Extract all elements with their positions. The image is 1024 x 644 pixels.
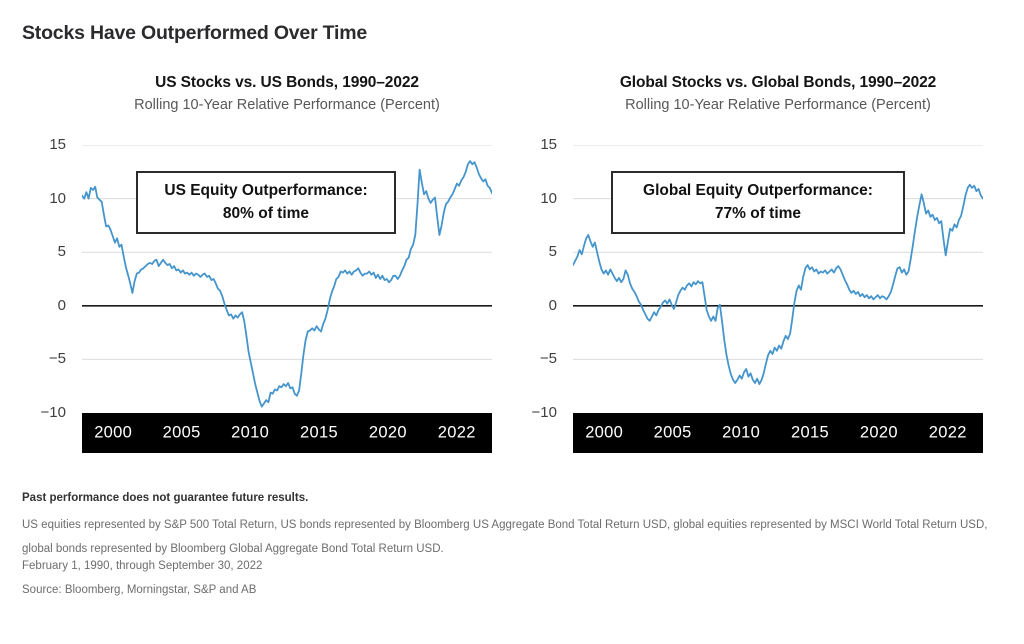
chart-subtitle: Rolling 10-Year Relative Performance (Pe… [625,97,931,113]
footnote-source: Source: Bloomberg, Morningstar, S&P and … [22,584,257,596]
x-axis-tick-label: 2015 [300,423,338,442]
chart-global-stocks-vs-bonds: Global Stocks vs. Global Bonds, 1990–202… [513,70,983,455]
x-axis-tick-label: 2010 [231,423,270,442]
y-axis-tick-label: 10 [49,189,66,207]
x-axis-tick-label: 2022 [928,423,967,442]
chart-canvas [82,145,492,408]
annotation-box: Global Equity Outperformance: 77% of tim… [611,171,905,234]
footnote-period: February 1, 1990, through September 30, … [22,560,263,572]
chart-title: Global Stocks vs. Global Bonds, 1990–202… [619,74,937,91]
annotation-box: US Equity Outperformance: 80% of time [136,171,396,234]
x-axis-band: 2000 2005 2010 2015 2020 2022 [82,413,492,453]
chart-subtitle: Rolling 10-Year Relative Performance (Pe… [134,97,440,113]
y-axis-tick-label: −10 [40,404,66,421]
annotation-line2: 80% of time [222,205,310,222]
annotation-line1: US Equity Outperformance: [164,182,368,199]
y-axis-labels: 15 10 5 0 −5 −10 [513,136,563,421]
y-axis-tick-label: 0 [57,296,66,314]
performance-line [573,183,983,386]
x-axis-tick-label: 2010 [722,423,761,442]
x-axis-band: 2000 2005 2010 2015 2020 2022 [573,413,983,453]
y-axis-tick-label: 5 [57,243,66,261]
y-axis-tick-label: 15 [49,136,66,153]
x-axis-tick-label: 2020 [859,423,898,442]
chart-us-stocks-vs-bonds: US Stocks vs. US Bonds, 1990–2022 Rollin… [22,70,492,455]
y-axis-tick-label: −5 [539,350,557,368]
plot-area: US Equity Outperformance: 80% of time [82,145,492,413]
plot-area: Global Equity Outperformance: 77% of tim… [573,145,983,413]
annotation-line1: Global Equity Outperformance: [643,182,873,199]
y-axis-tick-label: 5 [548,243,557,261]
x-axis-tick-label: 2000 [94,423,133,442]
y-axis-tick-label: 10 [540,189,557,207]
page-title: Stocks Have Outperformed Over Time [22,22,368,44]
x-axis-tick-label: 2020 [368,423,407,442]
y-axis-tick-label: 15 [540,136,557,153]
y-axis-tick-label: 0 [548,296,557,314]
y-axis-labels: 15 10 5 0 −5 −10 [22,136,72,421]
x-axis-tick-label: 2005 [653,423,692,442]
x-axis-tick-label: 2022 [437,423,476,442]
performance-line [82,160,492,408]
footnote-definitions: US equities represented by S&P 500 Total… [22,519,988,555]
y-axis-tick-label: −10 [531,404,557,421]
y-axis-tick-label: −5 [48,350,66,368]
chart-title: US Stocks vs. US Bonds, 1990–2022 [155,74,419,91]
x-axis-tick-label: 2000 [585,423,624,442]
annotation-line2: 77% of time [714,205,802,222]
x-axis-tick-label: 2005 [162,423,201,442]
x-axis-tick-label: 2015 [791,423,829,442]
footnote-past-performance: Past performance does not guarantee futu… [22,492,309,504]
